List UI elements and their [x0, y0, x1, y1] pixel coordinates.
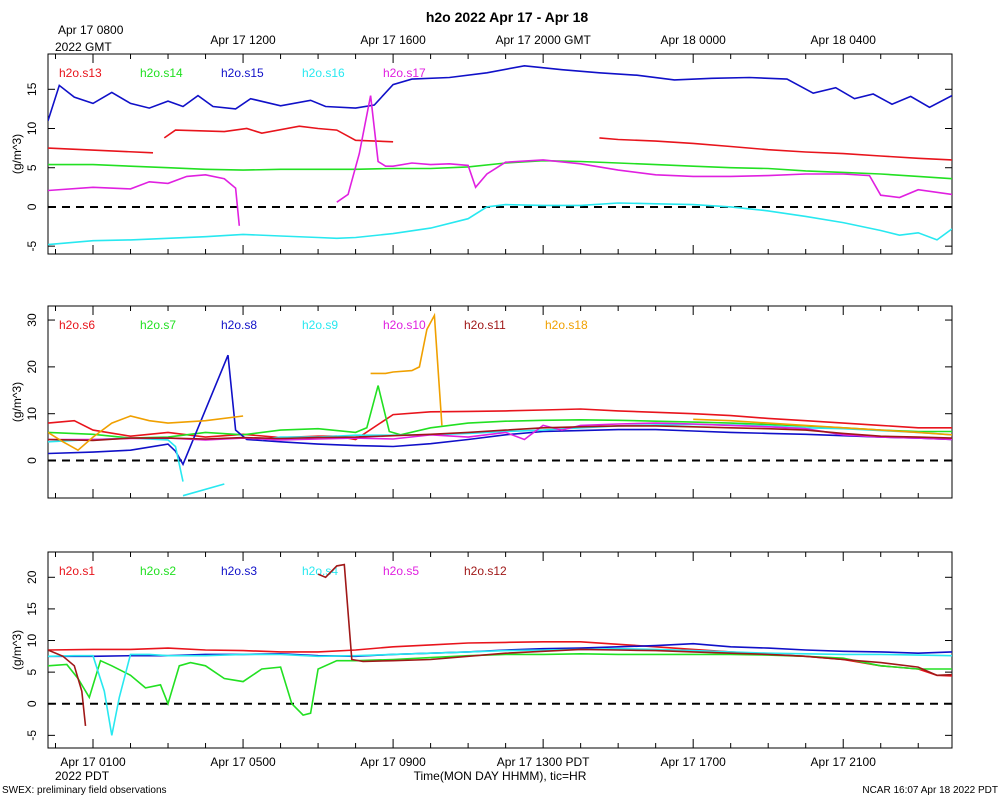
series-line-h2o.s18	[48, 312, 952, 452]
series-line-h2o.s4	[48, 647, 952, 736]
series-line-h2o.s7	[48, 385, 952, 439]
y-tick-label: 0	[25, 457, 39, 464]
footer-left: SWEX: preliminary field observations	[2, 785, 167, 796]
legend-entry: h2o.s1	[59, 564, 95, 578]
legend-entry: h2o.s14	[140, 66, 183, 80]
series-line-h2o.s15	[48, 64, 952, 121]
legend-entry: h2o.s15	[221, 66, 264, 80]
y-tick-label: 10	[25, 122, 39, 136]
legend-entry: h2o.s2	[140, 564, 176, 578]
top-axis-tick-label: Apr 17 2000 GMT	[495, 33, 591, 47]
bottom-axis-tick-label: Apr 17 0100	[60, 755, 126, 769]
bottom-axis-tick-label: Apr 17 0900	[360, 755, 426, 769]
x-axis-label: Time(MON DAY HHMM), tic=HR	[414, 769, 587, 783]
legend-entry: h2o.s7	[140, 318, 176, 332]
y-tick-label: 10	[25, 634, 39, 648]
series-line-h2o.s1	[48, 641, 952, 677]
top-axis-tick-label: Apr 17 0800	[58, 23, 124, 37]
panel-frame	[47, 305, 953, 499]
series-line-h2o.s13	[48, 125, 952, 161]
legend-entry: h2o.s12	[464, 564, 507, 578]
series-line-h2o.s16	[48, 202, 952, 246]
top-axis-sublabel: 2022 GMT	[55, 40, 112, 54]
y-tick-label: 0	[25, 203, 39, 210]
bottom-axis-tick-label: Apr 17 2100	[811, 755, 877, 769]
legend-entry: h2o.s11	[464, 318, 506, 332]
bottom-axis-tick-label: Apr 17 0500	[210, 755, 276, 769]
legend-entry: h2o.s6	[59, 318, 95, 332]
legend-entry: h2o.s9	[302, 318, 338, 332]
y-tick-label: 20	[25, 570, 39, 584]
y-tick-label: -5	[25, 730, 39, 741]
legend-entry: h2o.s13	[59, 66, 102, 80]
y-tick-label: 20	[25, 360, 39, 374]
legend-entry: h2o.s17	[383, 66, 426, 80]
legend-entry: h2o.s10	[383, 318, 426, 332]
y-tick-label: -5	[25, 240, 39, 251]
y-axis-label: (g/m^3)	[10, 630, 24, 670]
bottom-axis-sublabel: 2022 PDT	[55, 769, 110, 783]
y-tick-label: 30	[25, 313, 39, 327]
y-axis-label: (g/m^3)	[10, 134, 24, 174]
series-line-h2o.s6	[48, 408, 952, 441]
series-line-h2o.s12	[48, 563, 952, 726]
y-tick-label: 5	[25, 668, 39, 675]
y-tick-label: 15	[25, 602, 39, 616]
series-line-h2o.s11	[48, 425, 952, 442]
footer-right: NCAR 16:07 Apr 18 2022 PDT	[862, 785, 998, 796]
panel-3: -5 0 5 10 15 20 (g/m^3) h2o.s1 h2o.s2 h2o.s3 h2o.s…	[10, 551, 953, 749]
top-axis-tick-label: Apr 17 1600	[360, 33, 426, 47]
panel-1: -5 0 5 10 15 (g/m^3) h2o.s13 h2o.s14 h2o.s15 h2o.…	[10, 53, 953, 255]
legend-entry: h2o.s18	[545, 318, 588, 332]
chart-title: h2o 2022 Apr 17 - Apr 18	[426, 9, 589, 25]
series-line-h2o.s2	[48, 652, 952, 716]
top-axis-tick-label: Apr 17 1200	[210, 33, 276, 47]
y-axis-label: (g/m^3)	[10, 382, 24, 422]
legend-entry: h2o.s5	[383, 564, 419, 578]
bottom-axis-tick-label: Apr 17 1700	[660, 755, 726, 769]
series-line-h2o.s17	[48, 95, 952, 226]
y-tick-label: 0	[25, 700, 39, 707]
legend-entry: h2o.s3	[221, 564, 257, 578]
legend-entry: h2o.s8	[221, 318, 257, 332]
top-axis-tick-label: Apr 18 0400	[811, 33, 877, 47]
panel-2: 0 10 20 30 (g/m^3) h2o.s6 h2o.s7 h2o.s8 h2o.s9 h2…	[10, 305, 953, 499]
y-tick-label: 15	[25, 82, 39, 96]
y-tick-label: 5	[25, 164, 39, 171]
y-tick-label: 10	[25, 407, 39, 421]
series-line-h2o.s8	[48, 354, 952, 467]
top-axis-tick-label: Apr 18 0000	[660, 33, 726, 47]
panel-frame	[47, 53, 953, 255]
series-line-h2o.s14	[48, 159, 952, 180]
legend-entry: h2o.s16	[302, 66, 345, 80]
bottom-axis-tick-label: Apr 17 1300 PDT	[497, 755, 590, 769]
